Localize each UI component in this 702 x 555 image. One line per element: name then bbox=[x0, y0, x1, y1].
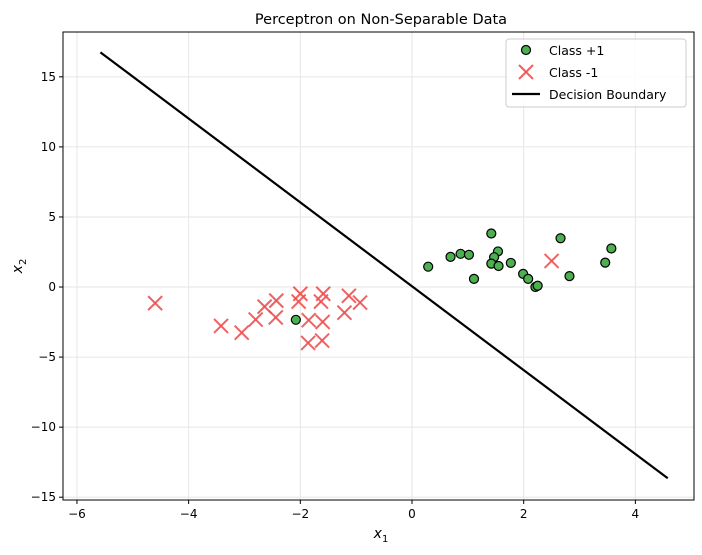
class-neg-point bbox=[300, 312, 317, 328]
x-tick-label: −6 bbox=[68, 507, 86, 521]
class-neg-point bbox=[313, 293, 329, 310]
legend-label: Decision Boundary bbox=[549, 87, 667, 102]
class-pos-point bbox=[423, 261, 434, 272]
x-marker-stroke bbox=[314, 314, 331, 330]
class-pos-point bbox=[468, 273, 480, 284]
y-tick-label: 0 bbox=[48, 280, 56, 294]
y-axis-label-main: x bbox=[10, 264, 26, 274]
class-neg-point bbox=[233, 324, 250, 341]
x-marker-stroke bbox=[233, 324, 250, 341]
class-neg-point bbox=[336, 304, 353, 321]
y-axis-label-sub: 2 bbox=[18, 259, 29, 265]
class-neg-point bbox=[147, 295, 163, 311]
legend-box bbox=[505, 38, 687, 108]
y-tick-label: 5 bbox=[48, 210, 56, 224]
class-pos-point bbox=[493, 260, 504, 272]
x-tick-label: 2 bbox=[520, 507, 528, 521]
x-marker-stroke bbox=[518, 64, 534, 80]
x-marker-stroke bbox=[352, 294, 368, 311]
x-marker-stroke bbox=[268, 309, 284, 326]
class-pos-point bbox=[555, 233, 566, 244]
class-pos-point bbox=[455, 248, 466, 259]
legend-marker-class-neg bbox=[518, 64, 534, 80]
class-pos-point bbox=[486, 228, 497, 239]
y-tick-label: 15 bbox=[41, 70, 56, 84]
x-marker-stroke bbox=[300, 312, 317, 328]
class-neg-point bbox=[290, 293, 307, 310]
y-tick-label: −10 bbox=[31, 420, 56, 434]
x-marker-stroke bbox=[147, 295, 163, 311]
legend-marker-class-pos bbox=[520, 44, 532, 56]
x-marker-stroke bbox=[213, 318, 229, 334]
class-neg-point bbox=[314, 314, 331, 330]
class-pos-point bbox=[606, 243, 617, 254]
x-marker-stroke bbox=[543, 253, 560, 269]
x-marker-stroke bbox=[300, 335, 316, 351]
class-pos-point bbox=[523, 273, 534, 284]
class-pos-point bbox=[445, 251, 456, 262]
y-tick-label: −5 bbox=[38, 350, 56, 364]
y-tick-label: −15 bbox=[31, 490, 56, 504]
x-marker-stroke bbox=[256, 298, 273, 315]
legend-label: Class +1 bbox=[549, 43, 604, 58]
x-marker-stroke bbox=[313, 293, 329, 310]
x-tick-label: 4 bbox=[632, 507, 640, 521]
decision-boundary-line bbox=[99, 51, 669, 480]
class-neg-point bbox=[268, 309, 284, 326]
x-marker-stroke bbox=[290, 293, 307, 310]
class-neg-point bbox=[247, 311, 264, 328]
legend-label: Class -1 bbox=[549, 65, 598, 80]
x-tick-label: 0 bbox=[408, 507, 416, 521]
x-tick-label: −4 bbox=[180, 507, 198, 521]
marks bbox=[99, 51, 669, 480]
x-marker-stroke bbox=[336, 304, 353, 321]
x-marker-stroke bbox=[268, 292, 285, 309]
class-neg-point bbox=[300, 335, 316, 351]
x-tick-label: −2 bbox=[291, 507, 309, 521]
class-neg-point bbox=[341, 288, 357, 304]
x-axis-label-main: x bbox=[373, 526, 383, 542]
class-pos-point bbox=[505, 257, 516, 269]
x-marker-stroke bbox=[341, 288, 357, 304]
class-pos-point bbox=[532, 280, 543, 291]
x-axis-label: x1 bbox=[373, 526, 389, 545]
class-neg-point bbox=[213, 318, 229, 334]
x-marker-stroke bbox=[247, 311, 264, 328]
class-neg-point bbox=[543, 253, 560, 269]
x-axis-label-sub: 1 bbox=[382, 534, 388, 545]
class-neg-point bbox=[352, 294, 368, 311]
y-tick-label: 10 bbox=[41, 140, 56, 154]
y-axis-label: x2 bbox=[10, 259, 29, 275]
class-neg-point bbox=[314, 332, 330, 349]
x-marker-stroke bbox=[314, 332, 330, 349]
class-pos-point bbox=[290, 314, 301, 325]
chart-title: Perceptron on Non-Separable Data bbox=[255, 12, 507, 28]
class-pos-point bbox=[600, 257, 611, 268]
ticks: −6 −4 −2 0 2 4 −15 −10 −5 0 5 10 15 bbox=[31, 70, 640, 521]
class-pos-point bbox=[564, 270, 575, 282]
class-pos-point bbox=[463, 249, 475, 260]
plot-frame bbox=[62, 31, 695, 501]
class-neg-point bbox=[268, 292, 285, 309]
legend: Class +1 Class -1 Decision Boundary bbox=[505, 38, 687, 108]
